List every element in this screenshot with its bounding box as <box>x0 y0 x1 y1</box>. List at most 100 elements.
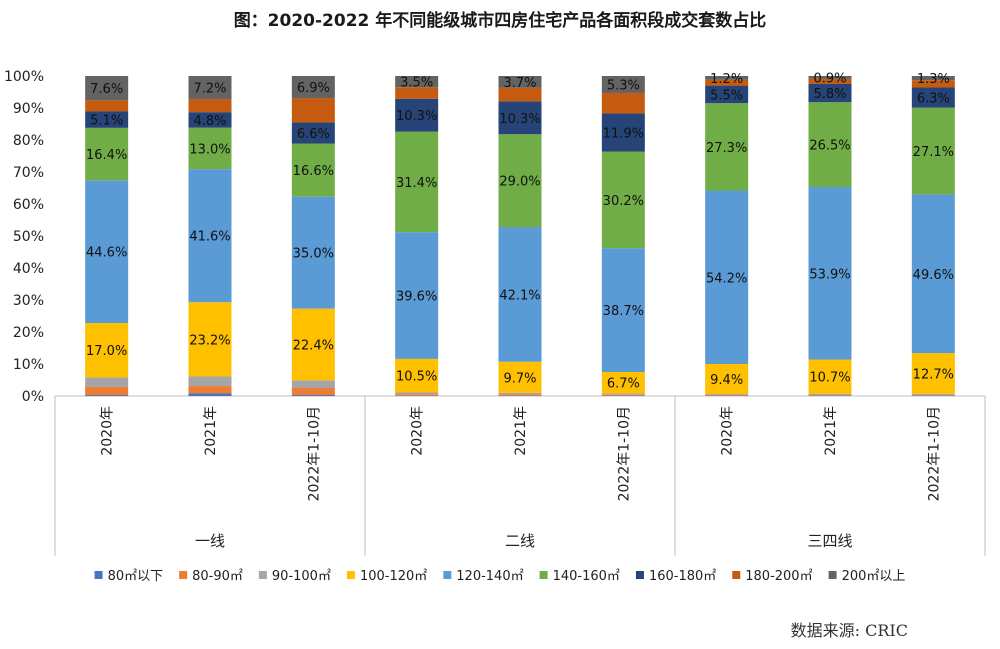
x-tick-label: 2021年 <box>513 406 529 456</box>
data-label: 1.3% <box>917 72 950 87</box>
bar-segment <box>705 364 749 395</box>
bar-segment <box>808 187 852 360</box>
bar-segment <box>705 190 749 364</box>
bar-segment <box>291 395 335 396</box>
data-label: 22.4% <box>293 338 334 353</box>
bar-segment <box>291 76 335 99</box>
group-label: 二线 <box>505 532 535 550</box>
data-label: 16.4% <box>86 148 127 163</box>
data-label: 10.3% <box>499 112 540 127</box>
bar-segment <box>911 76 955 81</box>
legend-swatch <box>828 571 837 579</box>
bar-segment <box>188 169 232 303</box>
bar-segment <box>85 377 129 388</box>
bar-segment <box>85 180 129 324</box>
legend-swatch <box>539 571 548 579</box>
data-label: 9.4% <box>710 373 743 388</box>
data-label: 16.6% <box>293 164 334 179</box>
y-tick-label: 60% <box>13 197 44 213</box>
data-label: 30.2% <box>603 194 644 209</box>
bar-segment <box>188 376 232 387</box>
legend-swatch <box>346 571 355 579</box>
x-tick-label: 2022年1-10月 <box>926 406 942 501</box>
bar-segment <box>395 87 439 99</box>
bar-segment <box>705 103 749 191</box>
bar-segment <box>808 393 852 396</box>
bar-segment <box>291 388 335 396</box>
bar-segment <box>498 392 542 395</box>
legend-label: 80㎡以下 <box>108 569 164 584</box>
data-label: 10.3% <box>396 109 437 124</box>
legend-label: 120-140㎡ <box>456 569 523 584</box>
bar-segment <box>395 394 439 396</box>
bar-segment <box>188 386 232 394</box>
y-tick-label: 80% <box>13 133 44 149</box>
data-label: 39.6% <box>396 290 437 305</box>
data-source: 数据来源: CRIC <box>790 621 908 640</box>
data-label: 10.7% <box>809 371 850 386</box>
bar-segment <box>705 76 749 80</box>
bar-segment <box>85 323 129 378</box>
data-label: 0.9% <box>813 71 846 86</box>
y-tick-label: 10% <box>13 357 44 373</box>
bar-segment <box>911 353 955 394</box>
bar-segment <box>498 361 542 393</box>
bar-segment <box>601 92 645 114</box>
bar-segment <box>911 107 955 195</box>
chart-title: 图：2020-2022 年不同能级城市四房住宅产品各面积段成交套数占比 <box>233 11 767 31</box>
y-tick-label: 50% <box>13 229 44 245</box>
x-tick-label: 2020年 <box>410 406 426 456</box>
bar-segment <box>395 98 439 132</box>
data-label: 3.5% <box>400 76 433 91</box>
data-label: 31.4% <box>396 176 437 191</box>
data-label: 11.9% <box>603 126 644 141</box>
bar-segment <box>188 99 232 113</box>
y-tick-label: 100% <box>4 69 44 85</box>
bar-segment <box>705 395 749 396</box>
bar-segment <box>188 393 232 396</box>
bar-segment <box>395 392 439 395</box>
bar-segment <box>601 393 645 395</box>
data-label: 13.0% <box>189 142 230 157</box>
x-tick-label: 2020年 <box>100 406 116 456</box>
data-label: 5.1% <box>90 114 123 129</box>
bar-segment <box>85 111 129 128</box>
legend-swatch <box>94 571 103 579</box>
data-label: 12.7% <box>913 367 954 382</box>
bar-segment <box>808 102 852 188</box>
data-label: 49.6% <box>913 268 954 283</box>
legend-swatch <box>443 571 452 579</box>
bar-segment <box>85 100 129 112</box>
data-label: 1.2% <box>710 72 743 87</box>
bar-segment <box>808 78 852 84</box>
data-label: 10.5% <box>396 370 437 385</box>
data-label: 53.9% <box>809 267 850 282</box>
bar-segment <box>498 76 542 88</box>
bar-segment <box>85 395 129 396</box>
legend-label: 160-180㎡ <box>649 569 716 584</box>
legend-swatch <box>732 571 741 579</box>
data-label: 27.1% <box>913 145 954 160</box>
bar-segment <box>808 76 852 79</box>
data-label: 4.8% <box>193 114 226 129</box>
bar-segment <box>601 372 645 394</box>
data-label: 41.6% <box>189 230 230 245</box>
bar-segment <box>601 151 645 249</box>
x-tick-label: 2021年 <box>203 406 219 456</box>
bar-segment <box>911 395 955 396</box>
bar-segment <box>291 143 335 197</box>
bar-segment <box>911 393 955 396</box>
bar-segment <box>291 122 335 144</box>
data-label: 6.3% <box>917 92 950 107</box>
bar-segment <box>291 196 335 309</box>
y-tick-label: 0% <box>22 389 44 405</box>
bar-segment <box>911 80 955 88</box>
bar-segment <box>85 76 129 101</box>
y-tick-label: 90% <box>13 101 44 117</box>
y-tick-label: 40% <box>13 261 44 277</box>
bar-segment <box>498 87 542 102</box>
bar-segment <box>705 394 749 396</box>
bar-segment <box>85 127 129 181</box>
bar-segment <box>808 83 852 103</box>
